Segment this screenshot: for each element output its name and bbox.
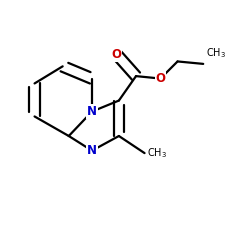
Text: N: N <box>87 105 97 118</box>
Text: O: O <box>156 72 166 85</box>
Text: O: O <box>112 48 122 60</box>
Text: CH$_3$: CH$_3$ <box>147 146 167 160</box>
Text: CH$_3$: CH$_3$ <box>206 46 226 60</box>
Text: N: N <box>87 144 97 157</box>
